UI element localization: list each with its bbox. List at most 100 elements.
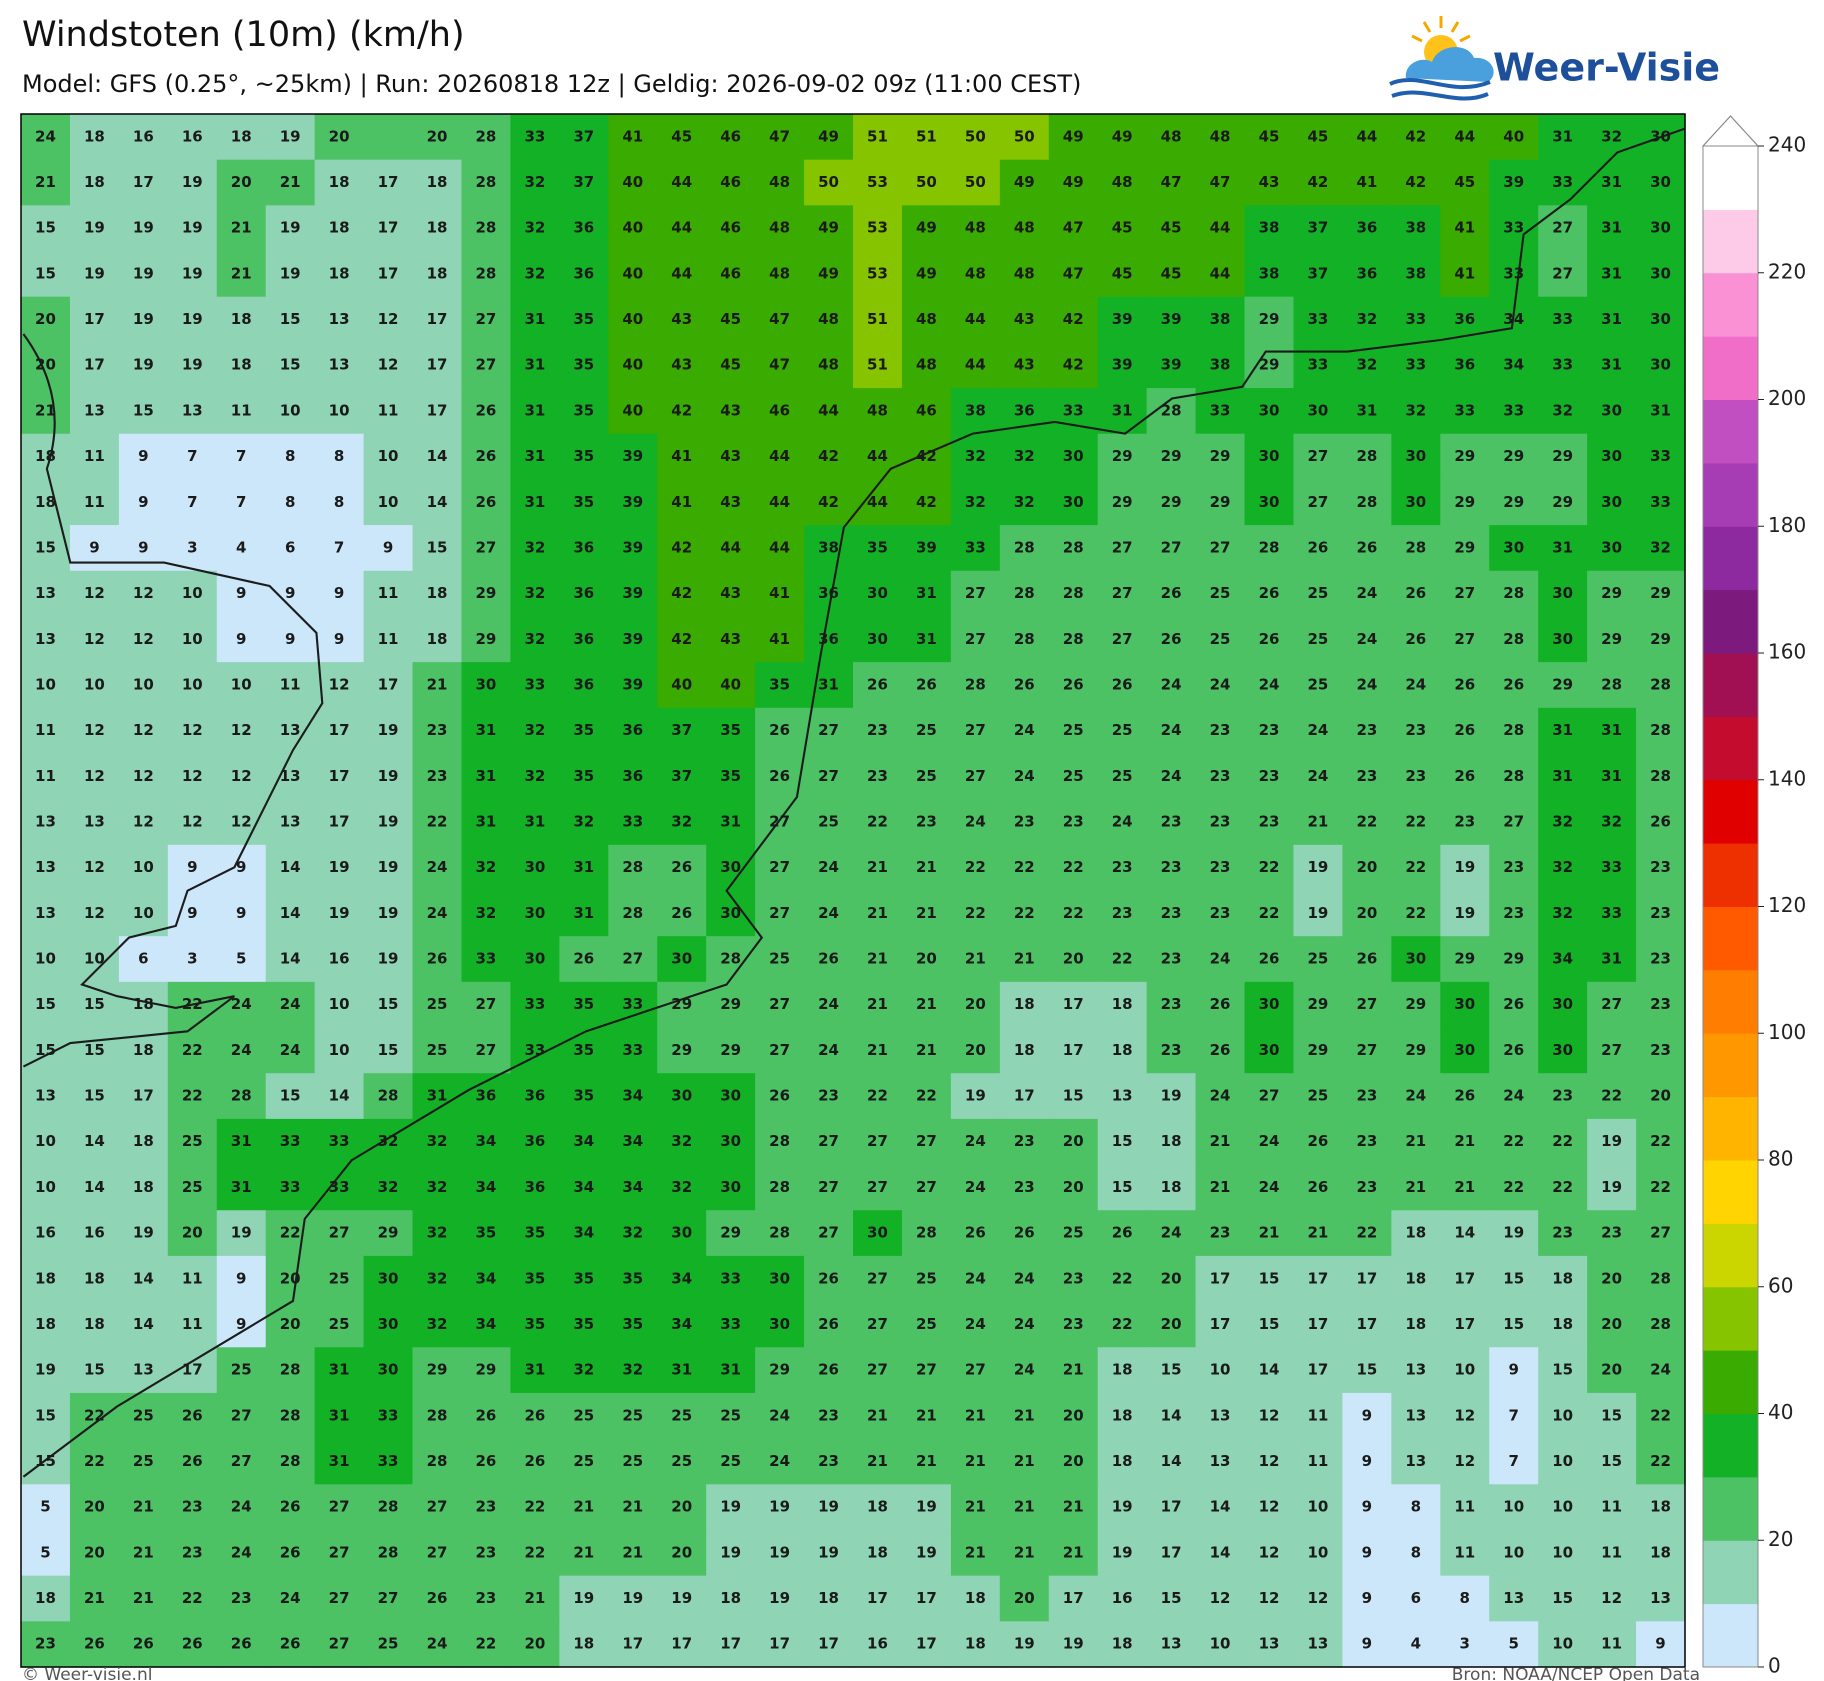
- wind-label: 19: [280, 264, 301, 282]
- wind-cell: [118, 662, 169, 709]
- wind-label: 40: [1503, 127, 1524, 145]
- wind-label: 20: [84, 1543, 105, 1561]
- wind-label: 33: [622, 995, 643, 1013]
- colorbar-tick-label: 240: [1768, 133, 1806, 157]
- wind-cell: [901, 662, 952, 709]
- wind-label: 27: [1454, 584, 1475, 602]
- wind-cell: [1538, 707, 1588, 755]
- wind-label: 27: [1650, 1224, 1671, 1242]
- wind-cell: [167, 753, 218, 800]
- wind-label: 41: [1454, 219, 1475, 237]
- wind-label: 15: [35, 1041, 56, 1059]
- wind-label: 21: [867, 995, 888, 1013]
- wind-label: 32: [1650, 538, 1671, 556]
- wind-label: 13: [84, 812, 105, 830]
- wind-cell: [21, 342, 71, 389]
- wind-label: 48: [1014, 219, 1035, 237]
- wind-cell: [804, 1027, 854, 1074]
- wind-cell: [265, 525, 316, 572]
- wind-cell: [853, 616, 903, 663]
- wind-cell: [1293, 388, 1344, 435]
- wind-label: 13: [35, 904, 56, 922]
- wind-label: 29: [1112, 493, 1133, 511]
- wind-label: 27: [1112, 630, 1133, 648]
- wind-label: 23: [182, 1543, 203, 1561]
- wind-cell: [167, 388, 218, 435]
- wind-label: 32: [1601, 127, 1622, 145]
- wind-label: 21: [1308, 812, 1329, 830]
- wind-cell: [69, 251, 120, 298]
- wind-cell: [1048, 570, 1099, 618]
- wind-cell: [1538, 844, 1588, 892]
- wind-label: 33: [280, 1178, 301, 1196]
- wind-label: 26: [427, 1589, 448, 1607]
- wind-label: 25: [1063, 1224, 1084, 1242]
- wind-label: 10: [35, 1132, 56, 1150]
- wind-cell: [1440, 753, 1490, 800]
- wind-cell: [1391, 479, 1441, 526]
- wind-cell: [1538, 205, 1588, 252]
- wind-cell: [1048, 114, 1099, 161]
- wind-cell: [999, 342, 1050, 389]
- wind-cell: [1587, 890, 1637, 937]
- wind-cell: [21, 388, 71, 435]
- wind-label: 19: [818, 1543, 839, 1561]
- colorbar-tick-label: 100: [1768, 1020, 1806, 1044]
- wind-label: 30: [1601, 538, 1622, 556]
- wind-label: 50: [818, 173, 839, 191]
- wind-label: 22: [916, 1087, 937, 1105]
- wind-label: 22: [1259, 904, 1280, 922]
- wind-cell: [1293, 433, 1344, 481]
- wind-cell: [657, 205, 707, 252]
- wind-label: 21: [867, 1406, 888, 1424]
- wind-label: 45: [1308, 127, 1329, 145]
- wind-cell: [1538, 662, 1588, 709]
- wind-cell: [1391, 616, 1441, 663]
- wind-label: 28: [280, 1361, 301, 1379]
- wind-label: 13: [1650, 1589, 1671, 1607]
- wind-label: 35: [622, 1269, 643, 1287]
- wind-label: 19: [280, 219, 301, 237]
- footer-right: Bron: NOAA/NCEP Open Data: [1452, 1665, 1700, 1681]
- wind-label: 31: [1601, 310, 1622, 328]
- wind-label: 22: [182, 995, 203, 1013]
- wind-cell: [901, 525, 952, 572]
- wind-cell: [1538, 479, 1588, 526]
- wind-label: 31: [573, 904, 594, 922]
- wind-label: 25: [182, 1178, 203, 1196]
- wind-label: 35: [573, 493, 594, 511]
- wind-label: 10: [182, 630, 203, 648]
- wind-label: 20: [1063, 1132, 1084, 1150]
- wind-label: 28: [769, 1224, 790, 1242]
- wind-label: 27: [476, 310, 497, 328]
- wind-label: 49: [1112, 127, 1133, 145]
- wind-label: 25: [818, 812, 839, 830]
- wind-label: 37: [1308, 264, 1329, 282]
- wind-label: 25: [1112, 767, 1133, 785]
- wind-label: 25: [622, 1452, 643, 1470]
- wind-label: 24: [1356, 630, 1377, 648]
- wind-cell: [314, 525, 365, 572]
- wind-label: 29: [1210, 447, 1231, 465]
- wind-label: 20: [1356, 904, 1377, 922]
- wind-cell: [1097, 342, 1148, 389]
- wind-cell: [755, 981, 805, 1029]
- wind-cell: [1391, 753, 1441, 800]
- wind-label: 26: [524, 1452, 545, 1470]
- wind-cell: [412, 433, 463, 481]
- wind-cell: [69, 662, 120, 709]
- wind-cell: [1489, 479, 1539, 526]
- wind-label: 29: [1308, 1041, 1329, 1059]
- wind-cell: [1244, 388, 1295, 435]
- wind-label: 11: [231, 401, 252, 419]
- wind-label: 33: [524, 995, 545, 1013]
- wind-cell: [657, 479, 707, 526]
- wind-label: 10: [1552, 1635, 1573, 1653]
- wind-label: 26: [818, 1315, 839, 1333]
- wind-label: 20: [1063, 950, 1084, 968]
- wind-cell: [167, 251, 218, 298]
- wind-label: 31: [427, 1087, 448, 1105]
- wind-label: 26: [280, 1498, 301, 1516]
- wind-label: 42: [916, 447, 937, 465]
- wind-label: 20: [1063, 1178, 1084, 1196]
